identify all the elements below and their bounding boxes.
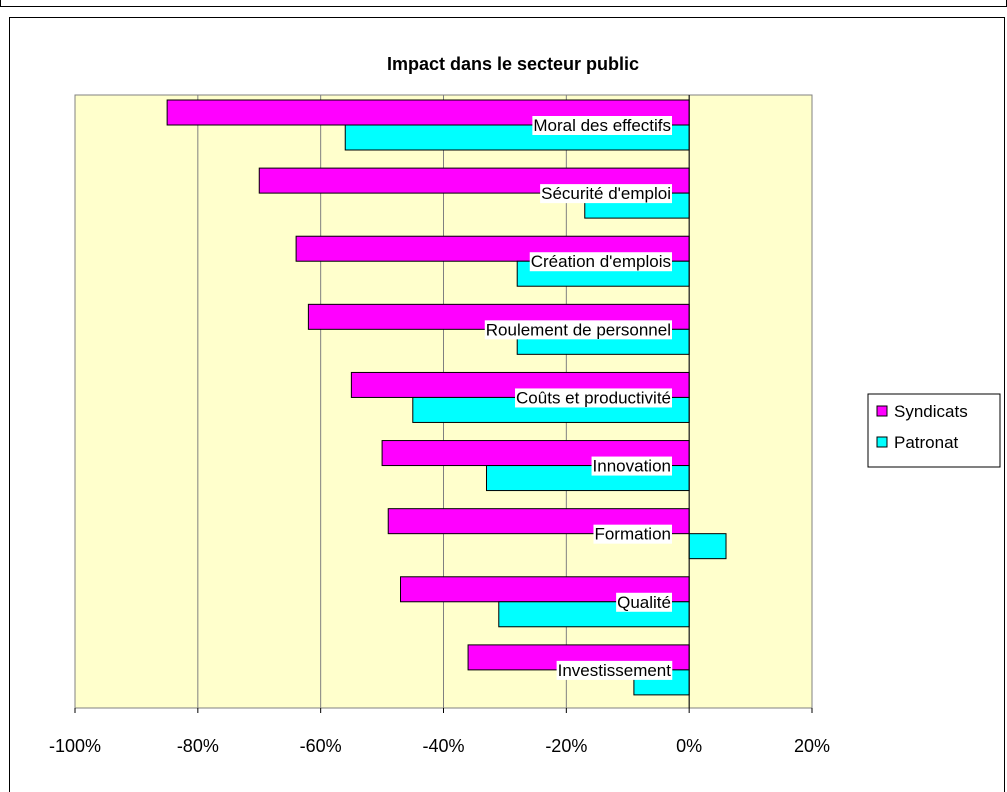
category-labels: Moral des effectifs Sécurité d'emploi Créa… (484, 116, 673, 680)
category-label-8: Investissement (558, 661, 672, 680)
x-tick-label-0: -100% (49, 736, 101, 756)
category-label-bg-0 (532, 116, 672, 135)
legend-swatch-patronat (876, 436, 888, 448)
legend: Syndicats Patronat (867, 393, 1001, 468)
category-label-bg-2 (529, 252, 672, 272)
x-tick-label-5: 0% (676, 736, 702, 756)
legend-label-patronat: Patronat (894, 433, 959, 452)
category-label-4: Coûts et productivité (516, 388, 671, 407)
category-label-5: Innovation (593, 457, 671, 476)
category-label-0: Moral des effectifs (533, 116, 671, 135)
legend-label-syndicats: Syndicats (894, 402, 968, 421)
category-label-bg-1 (540, 184, 672, 204)
legend-box (867, 393, 1001, 468)
category-label-bg-3 (484, 320, 672, 340)
x-axis: -100% -80% -60% -40% -20% 0% 20% (49, 708, 830, 756)
legend-swatch-syndicats (876, 405, 888, 417)
x-tick-label-1: -80% (177, 736, 219, 756)
x-tick-label-4: -20% (545, 736, 587, 756)
category-label-bg-5 (591, 456, 672, 476)
bar-patronat-6 (688, 533, 727, 560)
category-label-bg-7 (616, 592, 672, 612)
category-label-7: Qualité (617, 593, 671, 612)
category-label-bg-4 (515, 388, 672, 408)
category-label-1: Sécurité d'emploi (541, 184, 671, 203)
category-label-3: Roulement de personnel (486, 320, 671, 339)
chart-title: Impact dans le secteur public (387, 54, 639, 74)
x-tick-label-2: -60% (300, 736, 342, 756)
category-label-6: Formation (594, 525, 671, 544)
x-tick-label-6: 20% (794, 736, 830, 756)
x-tick-label-3: -40% (422, 736, 464, 756)
category-label-2: Création d'emplois (531, 252, 671, 271)
category-label-bg-6 (593, 524, 672, 544)
category-label-bg-8 (556, 660, 673, 680)
